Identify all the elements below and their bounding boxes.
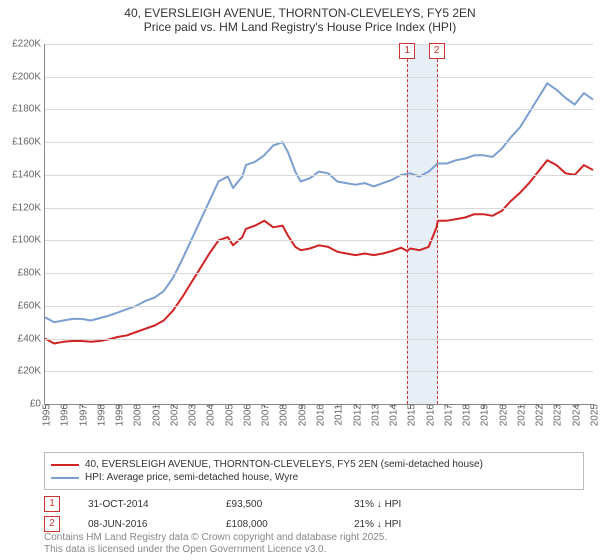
events-table: 1 31-OCT-2014 £93,500 31% ↓ HPI 2 08-JUN… [44, 496, 584, 536]
x-tick-label: 2011 [330, 404, 345, 426]
x-tick-label: 2010 [312, 404, 327, 426]
legend-label: 40, EVERSLEIGH AVENUE, THORNTON-CLEVELEY… [85, 459, 483, 470]
x-tick-label: 2013 [366, 404, 381, 426]
event-price: £108,000 [226, 519, 326, 530]
x-tick-label: 2024 [567, 404, 582, 426]
x-tick-label: 2021 [512, 404, 527, 426]
x-tick-label: 2000 [129, 404, 144, 426]
y-tick-label: £60K [18, 300, 45, 311]
footnote-line2: This data is licensed under the Open Gov… [44, 544, 584, 556]
event-diff: 31% ↓ HPI [354, 499, 401, 510]
x-tick-label: 2002 [165, 404, 180, 426]
x-tick-label: 1997 [74, 404, 89, 426]
chart-title-line1: 40, EVERSLEIGH AVENUE, THORNTON-CLEVELEY… [0, 6, 600, 20]
x-tick-label: 2017 [439, 404, 454, 426]
x-tick-label: 2006 [238, 404, 253, 426]
legend-swatch [51, 477, 79, 479]
event-marker: 2 [429, 43, 445, 59]
chart-title-block: 40, EVERSLEIGH AVENUE, THORNTON-CLEVELEY… [0, 0, 600, 34]
x-tick-label: 2008 [275, 404, 290, 426]
x-tick-label: 2019 [476, 404, 491, 426]
x-tick-label: 2014 [385, 404, 400, 426]
legend-row: HPI: Average price, semi-detached house,… [51, 472, 577, 483]
legend-label: HPI: Average price, semi-detached house,… [85, 472, 298, 483]
price-chart: 40, EVERSLEIGH AVENUE, THORNTON-CLEVELEY… [0, 0, 600, 560]
x-tick-label: 2016 [421, 404, 436, 426]
y-tick-label: £40K [18, 333, 45, 344]
y-tick-label: £80K [18, 268, 45, 279]
x-tick-label: 2018 [458, 404, 473, 426]
y-tick-label: £160K [12, 137, 45, 148]
x-tick-label: 2025 [586, 404, 600, 426]
event-marker-icon: 2 [44, 516, 60, 532]
x-tick-label: 1996 [56, 404, 71, 426]
event-diff: 21% ↓ HPI [354, 519, 401, 530]
series-price_paid [45, 160, 593, 343]
y-tick-label: £140K [12, 169, 45, 180]
event-line [407, 44, 408, 404]
plot-area: £0£20K£40K£60K£80K£100K£120K£140K£160K£1… [44, 44, 593, 405]
x-tick-label: 2020 [494, 404, 509, 426]
legend-swatch [51, 464, 79, 466]
x-tick-label: 2001 [147, 404, 162, 426]
y-tick-label: £220K [12, 39, 45, 50]
series-hpi [45, 83, 593, 322]
event-date: 31-OCT-2014 [88, 499, 198, 510]
legend-row: 40, EVERSLEIGH AVENUE, THORNTON-CLEVELEY… [51, 459, 577, 470]
event-date: 08-JUN-2016 [88, 519, 198, 530]
x-tick-label: 2003 [184, 404, 199, 426]
x-tick-label: 2015 [403, 404, 418, 426]
footnote: Contains HM Land Registry data © Crown c… [44, 532, 584, 556]
event-marker-icon: 1 [44, 496, 60, 512]
legend: 40, EVERSLEIGH AVENUE, THORNTON-CLEVELEY… [44, 452, 584, 490]
event-row: 1 31-OCT-2014 £93,500 31% ↓ HPI [44, 496, 584, 512]
x-tick-label: 2012 [348, 404, 363, 426]
event-marker: 1 [399, 43, 415, 59]
x-tick-label: 2022 [531, 404, 546, 426]
event-row: 2 08-JUN-2016 £108,000 21% ↓ HPI [44, 516, 584, 532]
x-tick-label: 1998 [92, 404, 107, 426]
y-tick-label: £100K [12, 235, 45, 246]
x-tick-label: 1995 [38, 404, 53, 426]
x-tick-label: 1999 [111, 404, 126, 426]
event-price: £93,500 [226, 499, 326, 510]
chart-title-line2: Price paid vs. HM Land Registry's House … [0, 20, 600, 34]
event-line [437, 44, 438, 404]
chart-lines-svg [45, 44, 593, 404]
x-tick-label: 2023 [549, 404, 564, 426]
y-tick-label: £200K [12, 71, 45, 82]
x-tick-label: 2005 [220, 404, 235, 426]
footnote-line1: Contains HM Land Registry data © Crown c… [44, 532, 584, 544]
x-tick-label: 2007 [257, 404, 272, 426]
y-tick-label: £120K [12, 202, 45, 213]
y-tick-label: £180K [12, 104, 45, 115]
x-tick-label: 2009 [293, 404, 308, 426]
x-tick-label: 2004 [202, 404, 217, 426]
y-tick-label: £20K [18, 366, 45, 377]
